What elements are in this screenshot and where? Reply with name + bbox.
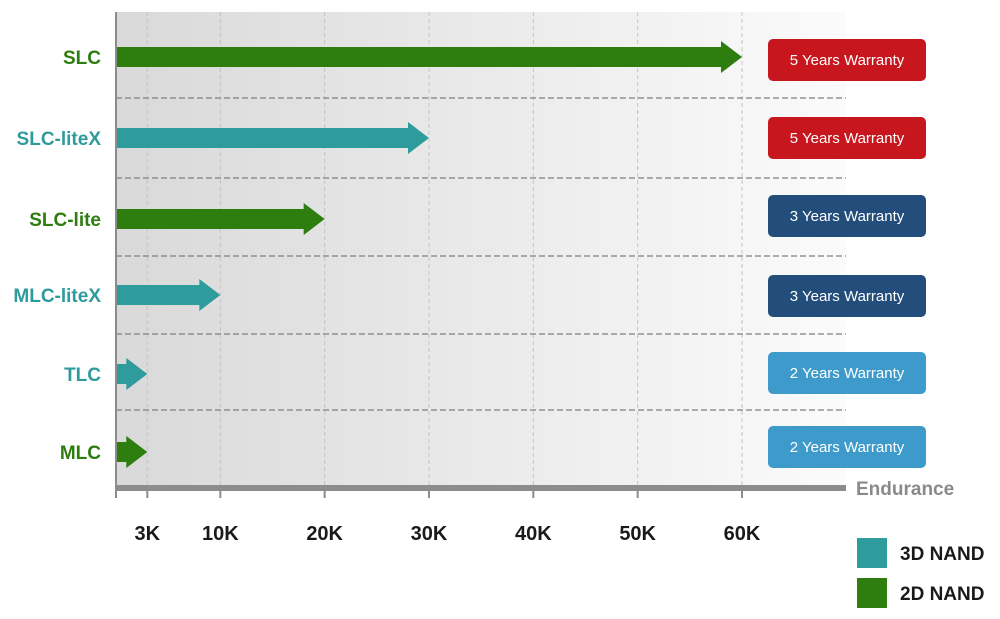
- category-label: SLC: [63, 48, 101, 69]
- warranty-badge-bg: [768, 352, 926, 394]
- warranty-badge-bg: [768, 117, 926, 159]
- plot-background: [116, 12, 846, 486]
- legend-item: 2D NAND: [857, 578, 984, 608]
- legend-swatch: [857, 538, 887, 568]
- warranty-badge-label: 3 Years Warranty: [790, 208, 905, 225]
- legend-swatch: [857, 578, 887, 608]
- warranty-badge-bg: [768, 39, 926, 81]
- warranty-badge-bg: [768, 275, 926, 317]
- x-axis-title: Endurance: [856, 479, 954, 500]
- legend-item: 3D NAND: [857, 538, 984, 568]
- warranty-badge: 5 Years Warranty: [768, 117, 926, 159]
- warranty-badge-label: 5 Years Warranty: [790, 130, 905, 147]
- x-tick-label: 60K: [724, 523, 761, 545]
- warranty-badge: 3 Years Warranty: [768, 275, 926, 317]
- category-label: MLC-liteX: [13, 286, 101, 307]
- warranty-badge-label: 3 Years Warranty: [790, 288, 905, 305]
- x-tick-label: 10K: [202, 523, 239, 545]
- warranty-badge: 2 Years Warranty: [768, 426, 926, 468]
- warranty-badge-label: 2 Years Warranty: [790, 439, 905, 456]
- bar-slc: [116, 41, 742, 73]
- warranty-badge: 2 Years Warranty: [768, 352, 926, 394]
- legend-label: 3D NAND: [900, 544, 984, 565]
- x-tick-label: 20K: [306, 523, 343, 545]
- x-tick-label: 40K: [515, 523, 552, 545]
- warranty-badge: 3 Years Warranty: [768, 195, 926, 237]
- bar-slc-litex: [116, 122, 429, 154]
- x-tick-label: 30K: [411, 523, 448, 545]
- category-label: MLC: [60, 443, 101, 464]
- x-tick-label: 3K: [135, 523, 161, 545]
- x-tick-label: 50K: [619, 523, 656, 545]
- warranty-badge-bg: [768, 195, 926, 237]
- warranty-badge-label: 5 Years Warranty: [790, 52, 905, 69]
- warranty-badge-label: 2 Years Warranty: [790, 365, 905, 382]
- bar-mlc-litex: [116, 279, 221, 311]
- bar-mlc: [116, 436, 148, 468]
- bar-tlc: [116, 358, 148, 390]
- category-label: TLC: [64, 365, 101, 386]
- category-label: SLC-liteX: [17, 129, 102, 150]
- warranty-badge-bg: [768, 426, 926, 468]
- bar-slc-lite: [116, 203, 325, 235]
- category-label: SLC-lite: [29, 210, 101, 231]
- warranty-badge: 5 Years Warranty: [768, 39, 926, 81]
- legend-label: 2D NAND: [900, 584, 984, 605]
